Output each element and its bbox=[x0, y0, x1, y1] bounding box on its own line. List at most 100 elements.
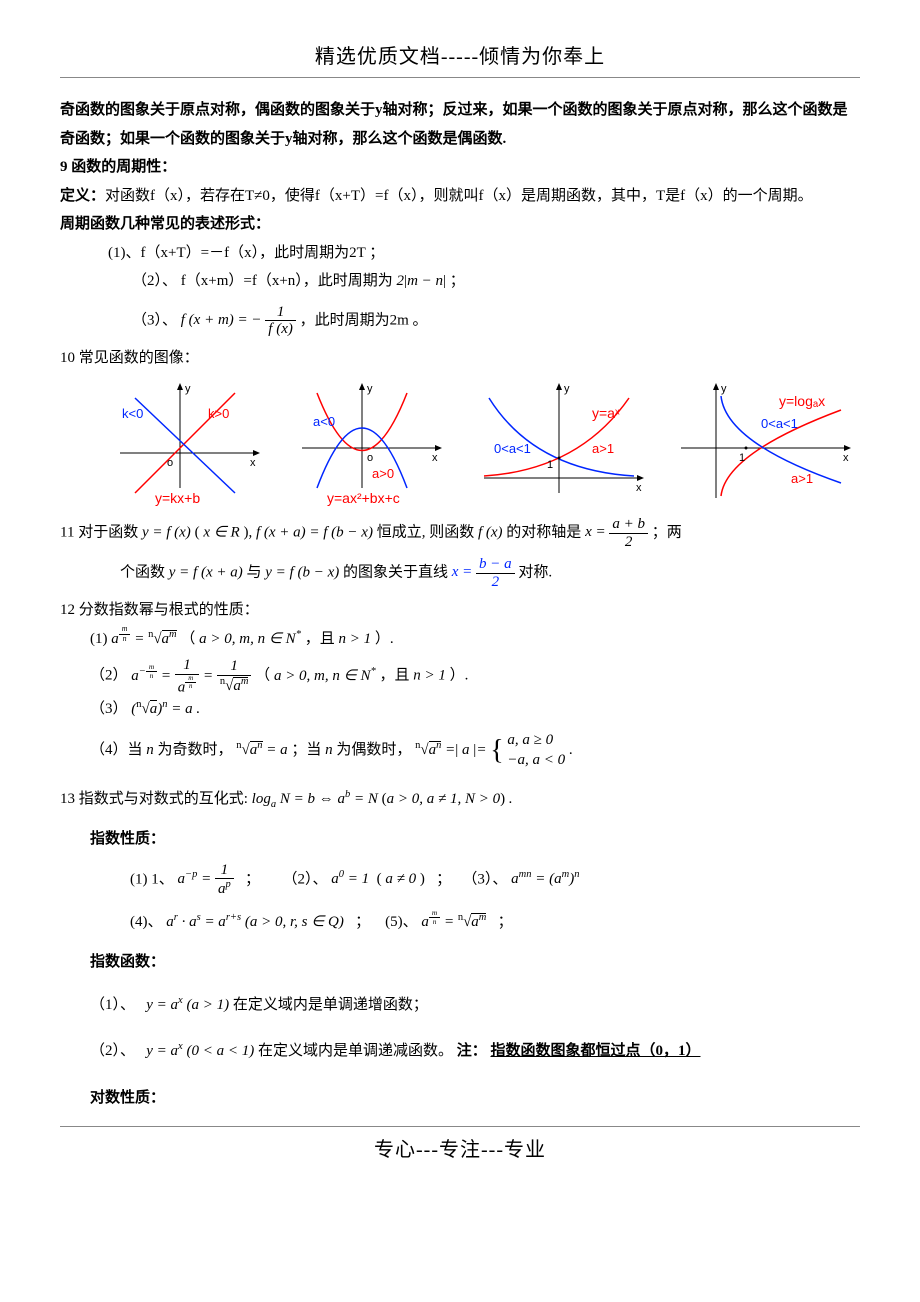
definition-label: 定义： bbox=[60, 188, 105, 204]
s11-expr5: y = f (x + a) bbox=[169, 564, 247, 580]
s11-l2c: 的图象关于直线 bbox=[343, 564, 448, 580]
kneg-label: k<0 bbox=[122, 406, 143, 421]
periodic-item-3-label: （3）、 bbox=[132, 312, 177, 328]
intro-paragraph: 奇函数的图象关于原点对称，偶函数的图象关于y轴对称；反过来，如果一个函数的图象关… bbox=[60, 96, 860, 153]
section-13-title: 13 指数式与对数式的互化式: loga N = b ⇔ ab = N (a >… bbox=[60, 785, 860, 815]
s12-i1-label: (1) bbox=[90, 631, 111, 647]
axis-y-label: y bbox=[185, 383, 191, 395]
section-9-title: 9 函数的周期性： bbox=[60, 153, 860, 182]
s13-i5-expr: amn = n√am bbox=[421, 914, 486, 930]
s12-i4-c: ；当 bbox=[291, 742, 321, 758]
s12-i2-and: ，且 bbox=[379, 668, 409, 684]
s12-item3: （3） (n√a)n = a . bbox=[60, 695, 860, 724]
document-page: 精选优质文档-----倾情为你奉上 奇函数的图象关于原点对称，偶函数的图象关于y… bbox=[0, 0, 920, 1192]
exp-fn-2: （2）、 y = ax (0 < a < 1) 在定义域内是单调递减函数。 注：… bbox=[60, 1037, 860, 1066]
fn1-label: （1）、 bbox=[90, 997, 135, 1013]
linear-eq-label: y=kx+b bbox=[155, 490, 200, 506]
s12-i4-d: 为偶数时， bbox=[336, 742, 411, 758]
section-11-line1: 11 对于函数 y = f (x) ( x ∈ R ), f (x + a) =… bbox=[60, 516, 860, 550]
log-bot-label: a>1 bbox=[791, 471, 813, 486]
axis-x-label: x bbox=[250, 457, 256, 469]
definition-body: 对函数f（x），若存在T≠0，使得f（x+T）=f（x），则就叫f（x）是周期函… bbox=[105, 188, 813, 204]
fn2-expr: y = ax (0 < a < 1) bbox=[146, 1043, 254, 1059]
fn2-body: 在定义域内是单调递减函数。 bbox=[258, 1043, 453, 1059]
periodic-item-3-tail: ，此时周期为2m 。 bbox=[300, 312, 428, 328]
graph-log: y x y=logₐx 0<a<1 a>1 1 bbox=[661, 378, 860, 508]
axis-y-label-3: y bbox=[564, 383, 570, 395]
s11-expr4: f (x) bbox=[478, 524, 506, 540]
axis-y-label-4: y bbox=[721, 383, 727, 395]
log-top-label: 0<a<1 bbox=[761, 416, 798, 431]
origin-label-2: o bbox=[367, 452, 373, 464]
s13-i1-expr: a−p = 1ap bbox=[178, 871, 234, 887]
s12-i3-expr: (n√a)n = a . bbox=[131, 701, 200, 717]
s11-m5: ；两 bbox=[652, 524, 682, 540]
periodic-item-2: （2）、 f（x+m）=f（x+n），此时周期为 2|m − n| ； bbox=[60, 267, 860, 296]
exp-right-label: a>1 bbox=[592, 441, 614, 456]
top-rule bbox=[60, 77, 860, 78]
s11-lp: ( bbox=[195, 524, 200, 540]
s11-m3: 恒成立, 则函数 bbox=[377, 524, 475, 540]
s13-title-text: 13 指数式与对数式的互化式: bbox=[60, 791, 248, 807]
s12-i1-expr: amn = n√am bbox=[111, 631, 176, 647]
exp-row1: (1) 1、 a−p = 1ap ； （2）、 a0 = 1 ( a ≠ 0 )… bbox=[60, 862, 860, 898]
page-header: 精选优质文档-----倾情为你奉上 bbox=[60, 40, 860, 69]
fn1-expr: y = ax (a > 1) bbox=[146, 997, 229, 1013]
s12-i1-cond: a > 0, m, n ∈ N* bbox=[199, 631, 301, 647]
periodic-item-2-tail: ； bbox=[450, 273, 465, 289]
s11-pre: 11 对于函数 bbox=[60, 524, 138, 540]
s11-l2a: 个函数 bbox=[120, 564, 165, 580]
s11-m4: 的对称轴是 bbox=[506, 524, 581, 540]
s12-i4-expr1: n√an = a bbox=[236, 742, 287, 758]
kpos-label: k>0 bbox=[208, 406, 229, 421]
exp-properties-title: 指数性质： bbox=[60, 825, 860, 854]
s11-l2b: 与 bbox=[246, 564, 261, 580]
s13-i1-label: (1) 1、 bbox=[130, 871, 174, 887]
brace-icon: { bbox=[490, 724, 503, 777]
periodic-subtitle: 周期函数几种常见的表述形式： bbox=[60, 210, 860, 239]
section-12-title: 12 分数指数幂与根式的性质： bbox=[60, 596, 860, 625]
periodic-item-2-text: （2）、 f（x+m）=f（x+n），此时周期为 bbox=[132, 273, 393, 289]
frac-expr: f (x + m) = − 1f (x) bbox=[181, 312, 296, 328]
s12-i2-lp: （ bbox=[255, 668, 270, 684]
s13-i2-expr: a0 = 1 ( a ≠ 0 ) bbox=[331, 871, 425, 887]
s12-i4-b: 为奇数时， bbox=[158, 742, 233, 758]
abs-expr: 2|m − n| bbox=[397, 273, 447, 289]
s12-i2-label: （2） bbox=[90, 668, 128, 684]
log-one-label: 1 bbox=[739, 452, 745, 464]
s13-i4-label: (4)、 bbox=[130, 914, 163, 930]
s13-i3-label: （3）、 bbox=[462, 871, 507, 887]
definition-line: 定义：对函数f（x），若存在T≠0，使得f（x+T）=f（x），则就叫f（x）是… bbox=[60, 182, 860, 211]
s12-i1-lp: （ bbox=[180, 631, 195, 647]
graph-linear: y x o k<0 k>0 y=kx+b bbox=[100, 378, 269, 508]
exp-eq-label: y=aˣ bbox=[592, 405, 620, 421]
exp-fn-1: （1）、 y = ax (a > 1) 在定义域内是单调递增函数； bbox=[60, 991, 860, 1020]
graph-parabola: y x o a<0 a>0 y=ax²+bx+c bbox=[277, 378, 456, 508]
s12-i1-and: ，且 bbox=[305, 631, 335, 647]
s11-expr3: f (x + a) = f (b − x) bbox=[256, 524, 377, 540]
s12-i4-a: （4）当 bbox=[90, 742, 143, 758]
s12-i2-expr: a−mn = 1amn = 1n√am bbox=[131, 668, 251, 684]
periodic-item-3: （3）、 f (x + m) = − 1f (x) ，此时周期为2m 。 bbox=[60, 304, 860, 338]
axis-x-label-4: x bbox=[843, 452, 849, 464]
section-11-line2: 个函数 y = f (x + a) 与 y = f (b − x) 的图象关于直… bbox=[60, 556, 860, 590]
s11-rp: ), bbox=[243, 524, 252, 540]
s12-i4-expr2: n√an =| a |= bbox=[415, 742, 490, 758]
s11-expr6: y = f (b − x) bbox=[265, 564, 343, 580]
s11-l2d: 对称. bbox=[518, 564, 552, 580]
s13-i5-label: (5)、 bbox=[385, 914, 418, 930]
graphs-row: y x o k<0 k>0 y=kx+b y x o a<0 a>0 y=ax²… bbox=[100, 378, 860, 508]
axis-x-label-2: x bbox=[432, 452, 438, 464]
s12-item4: （4）当 n 为奇数时， n√an = a ；当 n 为偶数时， n√an =|… bbox=[60, 724, 860, 777]
s12-item2: （2） a−mn = 1amn = 1n√am （ a > 0, m, n ∈ … bbox=[60, 657, 860, 695]
exp-fn-title: 指数函数： bbox=[60, 948, 860, 977]
exp-left-label: 0<a<1 bbox=[494, 441, 531, 456]
axis-x-label-3: x bbox=[636, 482, 642, 494]
parabola-eq-label: y=ax²+bx+c bbox=[327, 490, 400, 506]
page-footer: 专心---专注---专业 bbox=[60, 1133, 860, 1162]
aneg-label: a<0 bbox=[313, 414, 335, 429]
exp-one-label: 1 bbox=[547, 459, 553, 471]
s11-sym-axis: x = b − a2 bbox=[452, 564, 515, 580]
periodic-item-1: (1)、f（x+T）=－f（x），此时周期为2T ； bbox=[60, 239, 860, 268]
exp-row2: (4)、 ar · as = ar+s (a > 0, r, s ∈ Q) ； … bbox=[60, 908, 860, 937]
